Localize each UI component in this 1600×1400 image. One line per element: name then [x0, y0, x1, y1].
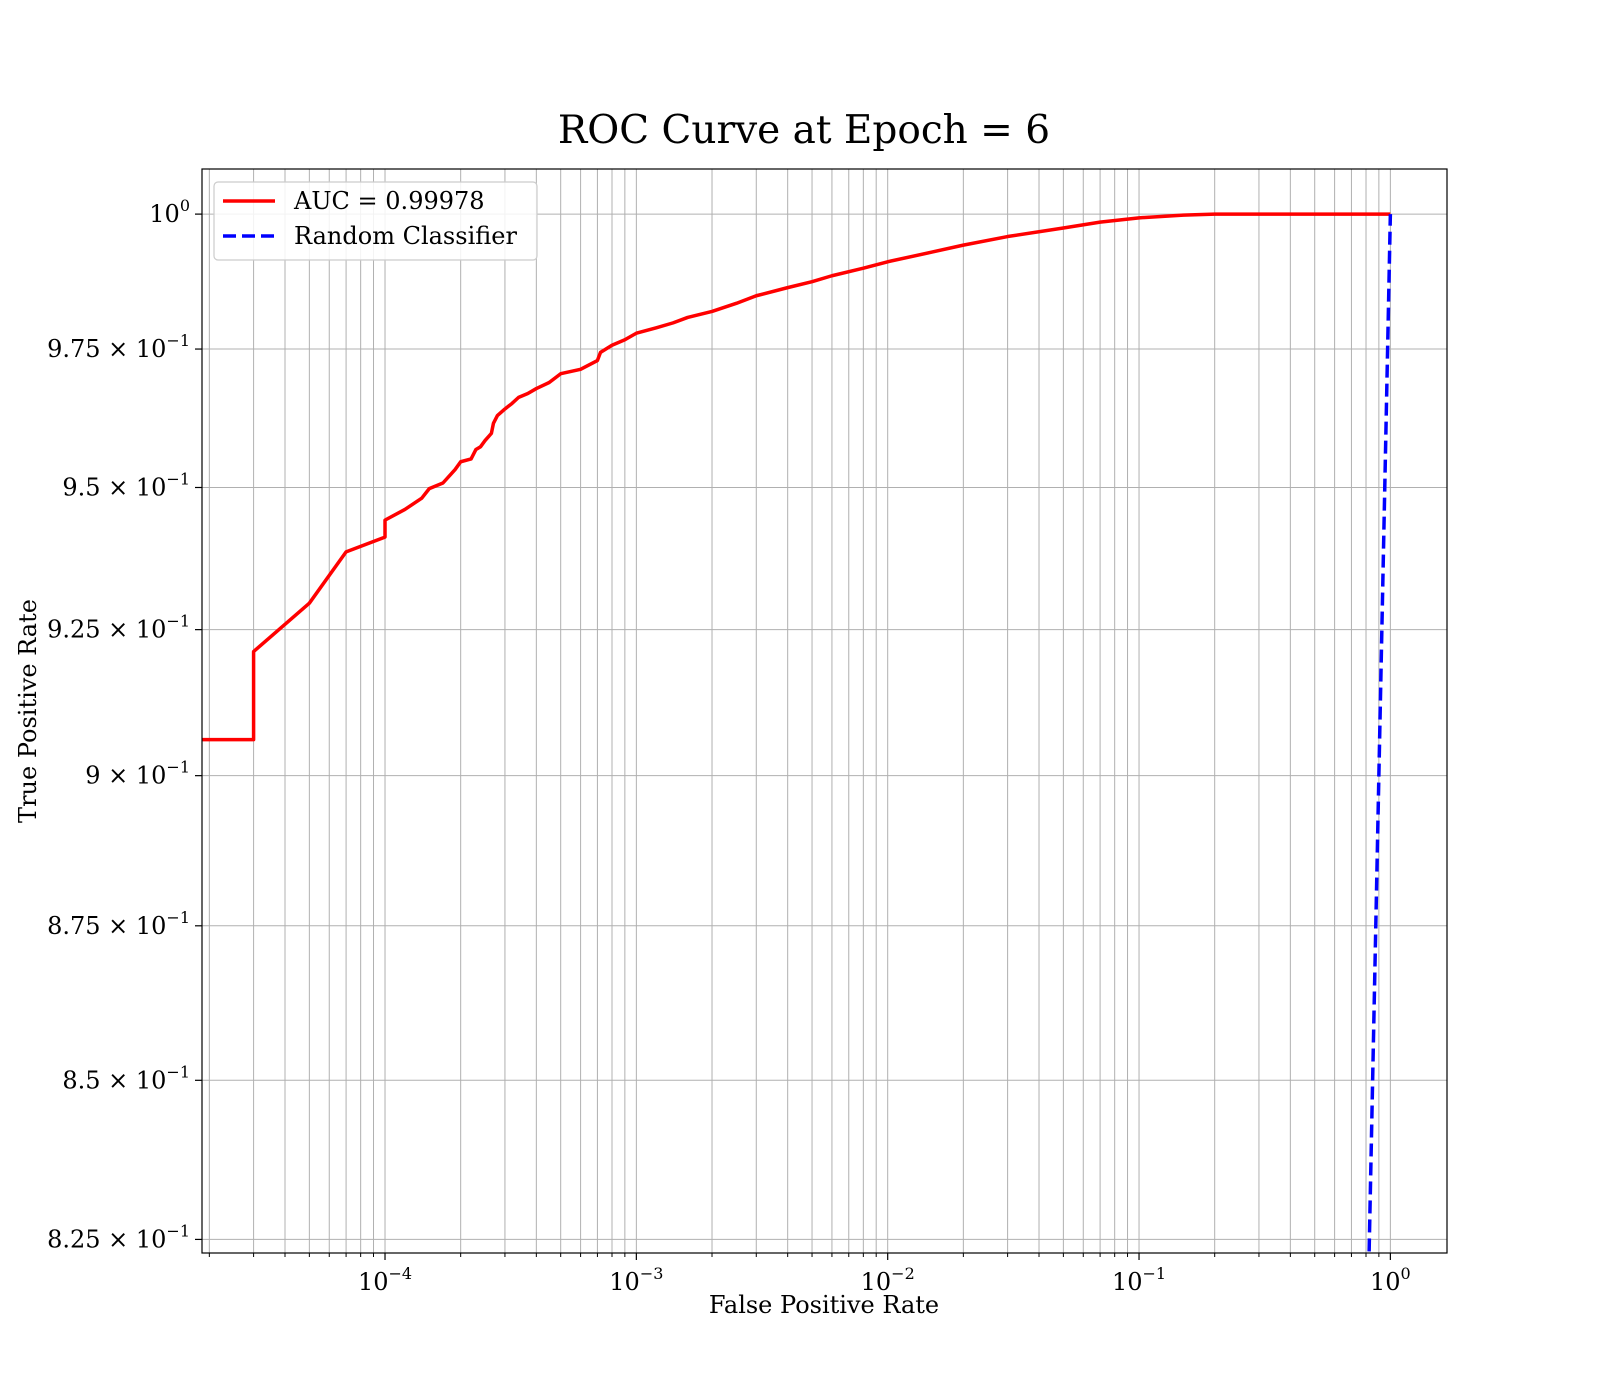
series-layer	[202, 212, 1393, 1253]
x-tick-label: 10−1	[1112, 1264, 1166, 1296]
plot-frame	[201, 168, 1448, 1254]
y-axis-ticks: 8.25 × 10−1 8.5 × 10−1 8.75 × 10−1 9 × 10−1…	[47, 196, 202, 1253]
y-tick-label: 9.25 × 10−1	[47, 612, 190, 644]
x-axis-ticks: 10−4 10−3 10−2 10−1 100	[208, 1253, 1411, 1296]
legend-box	[213, 181, 538, 261]
y-tick-label: 9.5 × 10−1	[62, 469, 190, 501]
chart-title: ROC Curve at Epoch = 6	[558, 108, 1050, 153]
y-tick-label: 9 × 10−1	[85, 758, 190, 790]
legend: AUC = 0.99978 Random Classifier	[213, 181, 538, 261]
x-tick-label: 10−4	[358, 1264, 412, 1296]
y-tick-label: 8.25 × 10−1	[47, 1221, 190, 1253]
x-axis-label: False Positive Rate	[709, 1291, 939, 1319]
y-tick-label: 8.5 × 10−1	[62, 1062, 190, 1094]
series-line-roc	[202, 212, 1391, 742]
legend-label-random-classifier: Random Classifier	[294, 222, 517, 250]
x-tick-label: 100	[1370, 1264, 1411, 1296]
y-tick-label: 100	[149, 196, 190, 228]
y-tick-label: 9.75 × 10−1	[47, 331, 190, 363]
y-axis-label: True Positive Rate	[14, 599, 42, 823]
series-line-random-classifier	[1367, 214, 1393, 1253]
plot-area	[202, 212, 1393, 1253]
minor-gridlines	[208, 169, 1380, 1253]
x-tick-label: 10−3	[609, 1264, 663, 1296]
major-gridlines	[202, 169, 1447, 1253]
y-tick-label: 8.75 × 10−1	[47, 908, 190, 940]
legend-label-auc: AUC = 0.99978	[293, 187, 485, 215]
x-tick-label: 10−2	[861, 1264, 915, 1296]
